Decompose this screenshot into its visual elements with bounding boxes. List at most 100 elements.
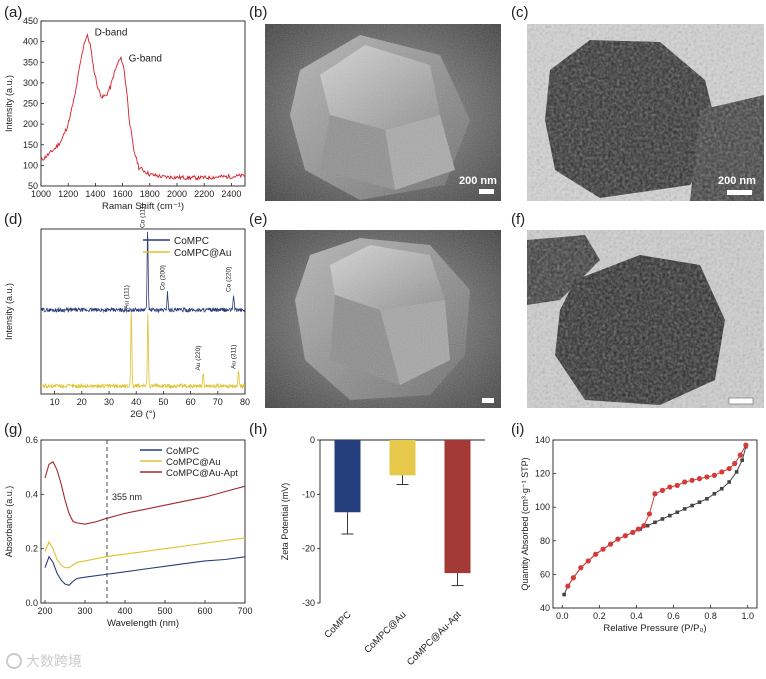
- zeta-bar-0: [334, 440, 361, 513]
- bet-point-1-16: [635, 526, 641, 532]
- zeta-ytick-label-0: 0: [310, 435, 315, 445]
- xrd-chart: 10 20 30 40 50 60 70 80 Co (111) Co (200) Co (220)…: [4, 204, 250, 420]
- uv-legend-label-1: CoMPC@Au: [166, 457, 221, 468]
- uv-ytick-label-2: 0.4: [25, 489, 38, 499]
- bet-point-1-14: [646, 511, 653, 517]
- raman-xtick-label-4: 1800: [140, 189, 160, 199]
- bet-point-1-7: [696, 476, 703, 482]
- panel-label-i: (i): [511, 421, 524, 438]
- watermark-text: 大数跨境: [26, 653, 82, 669]
- bet-point-0-16: [675, 510, 680, 515]
- bet-xtick-label-0: 0.0: [556, 611, 569, 621]
- bet-ytick-label-3: 100: [535, 502, 550, 512]
- zeta-category-label-2: CoMPC@Au-Apt: [405, 609, 464, 668]
- bet-point-0-14: [660, 517, 665, 521]
- xrd-xtick-label-4: 50: [158, 397, 168, 407]
- uv-ytick-label-0: 0.0: [25, 598, 38, 608]
- xrd-frame: [40, 228, 246, 395]
- bet-point-1-15: [641, 523, 647, 529]
- xrd-legend-label-0: CoMPC: [174, 236, 209, 247]
- bet-xtick-label-2: 0.4: [630, 611, 643, 621]
- bet-ytick-label-4: 120: [535, 469, 550, 479]
- bet-point-1-8: [689, 477, 695, 483]
- bet-point-0-15: [668, 513, 672, 518]
- watermark-logo-icon: [6, 653, 22, 669]
- bet-xtick-label-3: 0.6: [667, 611, 680, 621]
- bet-xtick-label-1: 0.2: [593, 611, 606, 621]
- panel-label-a: (a): [4, 4, 22, 21]
- bet-point-1-22: [593, 551, 599, 557]
- raman-xlabel: Raman Shift (cm⁻¹): [102, 201, 184, 212]
- raman-xtick-label-6: 2200: [194, 189, 214, 199]
- zeta-category-label-0: CoMPC: [322, 609, 353, 640]
- raman-ytick-label-5: 300: [23, 78, 38, 88]
- uv-vis-chart: 200 300 400 500 600 700 0.0 0.2 0.4 0.6 355 nm CoMP…: [4, 435, 253, 629]
- bet-point-1-11: [667, 484, 673, 490]
- raman-ylabel: Intensity (a.u.): [4, 75, 14, 132]
- raman-annotation-0: D-band: [95, 27, 128, 38]
- panel-label-f: (f): [511, 211, 525, 228]
- uv-legend-label-0: CoMPC: [166, 446, 199, 457]
- bet-xtick-label-4: 0.8: [704, 611, 717, 621]
- zeta-ytick-label-3: -30: [302, 598, 315, 608]
- xrd-legend-label-1: CoMPC@Au: [174, 248, 231, 259]
- bet-point-1-12: [659, 487, 666, 493]
- bet-series-line-1: [567, 444, 747, 587]
- bet-point-1-0: [743, 442, 749, 448]
- panel-label-g: (g): [4, 421, 22, 438]
- bet-frame: [552, 439, 758, 609]
- panel-label-c: (c): [511, 4, 529, 21]
- panel-label-e: (e): [249, 211, 267, 228]
- bet-ytick-label-2: 80: [540, 536, 550, 546]
- uv-xtick-label-0: 200: [37, 606, 52, 616]
- bet-point-0-23: [727, 480, 731, 484]
- raman-xtick-label-1: 1200: [58, 189, 78, 199]
- raman-series-line: [40, 33, 246, 181]
- zeta-bar-1: [389, 440, 416, 476]
- bet-point-0-21: [712, 491, 717, 496]
- bet-point-0-25: [740, 458, 744, 462]
- bet-point-1-19: [615, 536, 621, 542]
- raman-ytick-label-1: 100: [23, 160, 38, 170]
- uv-xtick-label-5: 700: [237, 606, 252, 616]
- bet-point-0-12: [645, 523, 650, 528]
- bet-ylabel: Quantity Absorbed (cm³·g⁻¹ STP): [520, 457, 530, 590]
- raman-ytick-label-2: 150: [23, 140, 38, 150]
- bet-isotherm-chart: 0.0 0.2 0.4 0.6 0.8 1.0 40 60 80 100 120 140 Relativ…: [520, 435, 758, 634]
- zeta-bar-2: [444, 440, 471, 574]
- raman-ytick-label-0: 50: [28, 181, 38, 191]
- zeta-ylabel: Zeta Potential (mV): [280, 483, 290, 561]
- panel-label-b: (b): [249, 4, 267, 21]
- tem-image-c: 200 nm: [527, 24, 764, 201]
- zeta-category-label-1: CoMPC@Au: [362, 609, 408, 655]
- uv-xtick-label-4: 600: [197, 606, 212, 616]
- xrd-peak-label-2: Co (220): [226, 267, 233, 292]
- uv-series-line-2: [44, 460, 246, 525]
- bet-point-1-1: [737, 452, 743, 458]
- uv-xtick-label-1: 300: [77, 606, 92, 616]
- xrd-xtick-label-2: 30: [104, 397, 114, 407]
- bet-point-1-2: [732, 460, 738, 467]
- uv-xtick-label-3: 500: [157, 606, 172, 616]
- raman-xtick-label-5: 2000: [167, 189, 187, 199]
- uv-frame: [40, 439, 246, 604]
- xrd-ylabel: Intensity (a.u.): [4, 283, 14, 340]
- bet-point-0-22: [719, 486, 724, 491]
- bet-point-1-3: [726, 465, 732, 472]
- bet-point-1-26: [565, 583, 571, 589]
- uv-xlabel: Wavelength (nm): [107, 618, 179, 629]
- raman-chart: 1000 1200 1400 1600 1800 2000 2200 2400 50 100 150…: [4, 16, 246, 212]
- bet-point-1-17: [630, 529, 636, 536]
- bet-point-1-4: [719, 469, 725, 475]
- uv-ylabel: Absorbance (a.u.): [4, 486, 14, 558]
- scale-bar-c: [727, 190, 752, 195]
- xrd-series-line-1: [40, 311, 245, 390]
- bet-point-1-10: [674, 482, 680, 488]
- xrd-xtick-label-7: 80: [240, 397, 250, 407]
- bet-point-1-6: [704, 474, 710, 480]
- xrd-series-line-0: [40, 231, 245, 314]
- bet-point-0-20: [705, 497, 709, 501]
- xrd-xlabel: 2Θ (°): [130, 409, 155, 420]
- raman-ytick-label-8: 450: [23, 16, 38, 26]
